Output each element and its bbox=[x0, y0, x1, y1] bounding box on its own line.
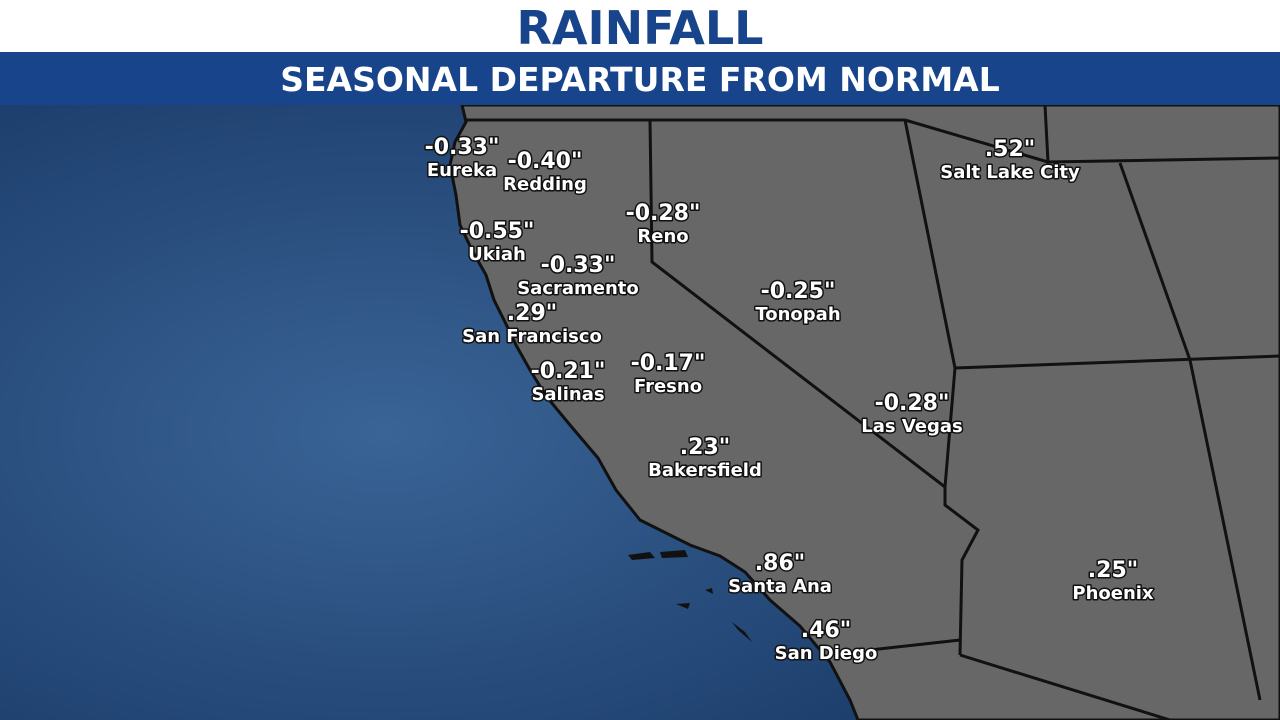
islands bbox=[628, 550, 752, 642]
city-name: Eureka bbox=[427, 160, 497, 181]
city-value: -0.33" bbox=[425, 135, 500, 160]
city-value: -0.55" bbox=[460, 219, 535, 244]
city-name: Santa Ana bbox=[728, 576, 832, 597]
city-value: -0.17" bbox=[631, 351, 706, 376]
city-value: -0.28" bbox=[626, 201, 701, 226]
city-name: Fresno bbox=[634, 376, 702, 397]
subtitle-band bbox=[0, 52, 1280, 105]
title-band bbox=[0, 0, 1280, 52]
city-value: .23" bbox=[680, 435, 730, 460]
city-name: Ukiah bbox=[468, 244, 526, 265]
city-name: Reno bbox=[637, 226, 688, 247]
city-name: Phoenix bbox=[1072, 583, 1154, 604]
subtitle: SEASONAL DEPARTURE FROM NORMAL bbox=[280, 60, 999, 99]
city-name: Redding bbox=[503, 174, 587, 195]
city-value: -0.21" bbox=[531, 359, 606, 384]
city-value: -0.28" bbox=[875, 391, 950, 416]
city-name: San Francisco bbox=[462, 326, 602, 347]
city-name: Salinas bbox=[531, 384, 604, 405]
city-name: Salt Lake City bbox=[940, 162, 1080, 183]
city-name: Sacramento bbox=[517, 278, 639, 299]
city-name: Las Vegas bbox=[861, 416, 963, 437]
city-labels: -0.33"Eureka -0.40"Redding-0.55"Ukiah-0.2… bbox=[423, 134, 1155, 666]
city-name: San Diego bbox=[775, 643, 878, 664]
land bbox=[448, 103, 1280, 720]
city-value: .52" bbox=[985, 137, 1035, 162]
city-name: Tonopah bbox=[755, 304, 840, 325]
city-value: .46" bbox=[801, 618, 851, 643]
city-value: -0.40" bbox=[508, 149, 583, 174]
city-value: -0.33" bbox=[541, 253, 616, 278]
title: RAINFALL bbox=[516, 1, 763, 55]
city-value: .86" bbox=[755, 551, 805, 576]
city-value: -0.25" bbox=[761, 279, 836, 304]
state-borders bbox=[466, 104, 1280, 720]
city-name: Bakersfield bbox=[648, 460, 762, 481]
city-value: .25" bbox=[1088, 558, 1138, 583]
city-value: .29" bbox=[507, 301, 557, 326]
